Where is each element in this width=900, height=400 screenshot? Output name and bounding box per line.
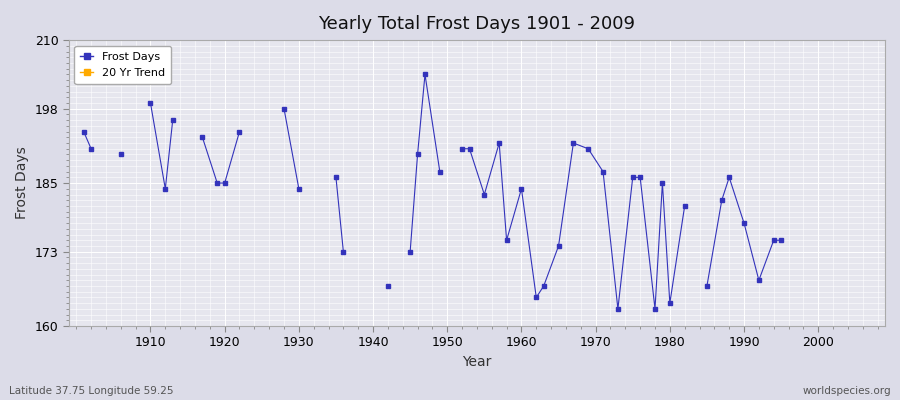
Legend: Frost Days, 20 Yr Trend: Frost Days, 20 Yr Trend bbox=[75, 46, 171, 84]
X-axis label: Year: Year bbox=[463, 355, 491, 369]
Text: worldspecies.org: worldspecies.org bbox=[803, 386, 891, 396]
Title: Yearly Total Frost Days 1901 - 2009: Yearly Total Frost Days 1901 - 2009 bbox=[319, 15, 635, 33]
Y-axis label: Frost Days: Frost Days bbox=[15, 147, 29, 220]
Text: Latitude 37.75 Longitude 59.25: Latitude 37.75 Longitude 59.25 bbox=[9, 386, 174, 396]
